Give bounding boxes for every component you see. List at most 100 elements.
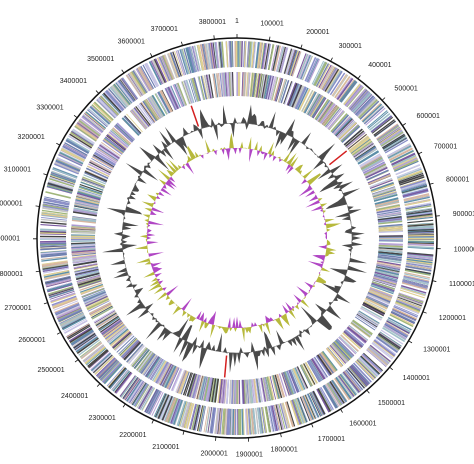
gene-stripe xyxy=(404,269,431,276)
gene-stripe xyxy=(272,45,280,72)
gene-stripe xyxy=(98,315,119,330)
gene-stripe xyxy=(333,341,351,360)
tick-mark xyxy=(73,114,78,119)
gene-stripe xyxy=(370,284,394,295)
gene-stripe xyxy=(373,276,397,285)
gene-stripe xyxy=(319,352,336,373)
gene-stripe xyxy=(401,185,428,195)
gene-stripe xyxy=(328,381,344,405)
gene-stripe xyxy=(215,42,220,69)
gene-stripe xyxy=(347,133,367,150)
gene-stripe xyxy=(85,167,109,180)
gene-stripe xyxy=(164,88,176,111)
gene-stripe xyxy=(47,181,74,191)
gene-stripe xyxy=(148,97,162,119)
gene-stripe xyxy=(80,284,104,295)
gene-stripe xyxy=(378,242,403,245)
gene-stripe xyxy=(112,127,132,145)
tick-mark xyxy=(74,359,79,363)
gene-stripe xyxy=(129,72,145,95)
gene-stripe xyxy=(276,374,285,398)
gene-stripe xyxy=(181,402,190,428)
gene-stripe xyxy=(62,145,87,159)
gene-stripe xyxy=(109,86,128,108)
gene-stripe xyxy=(175,369,185,393)
gene-stripe xyxy=(350,90,368,111)
gene-stripe xyxy=(164,365,177,388)
gene-stripe xyxy=(68,326,92,342)
gene-stripe xyxy=(405,205,432,211)
gene-stripe xyxy=(79,185,103,195)
tick-label: 3600001 xyxy=(118,38,145,45)
gene-stripe xyxy=(41,216,67,221)
gene-stripe xyxy=(358,99,378,119)
gene-stripe xyxy=(61,314,85,328)
gene-stripe xyxy=(375,201,400,209)
gene-stripe xyxy=(367,292,391,303)
gene-stripe xyxy=(89,160,112,173)
gene-stripe xyxy=(373,194,398,202)
gene-stripe xyxy=(378,231,403,233)
gene-stripe xyxy=(192,45,200,72)
tick-label: 1 xyxy=(235,18,239,25)
gene-stripe xyxy=(298,88,310,111)
gene-stripe xyxy=(130,381,146,405)
gene-stripe xyxy=(103,363,123,385)
gene-stripe xyxy=(296,398,307,423)
gene-stripe xyxy=(281,402,290,429)
gene-stripe xyxy=(395,301,421,313)
gene-stripe xyxy=(344,84,362,106)
gene-stripe xyxy=(251,41,255,68)
gene-stripe xyxy=(279,403,288,429)
gene-stripe xyxy=(387,145,412,159)
gene-stripe xyxy=(322,350,338,371)
gene-stripe xyxy=(338,336,357,355)
gene-stripe xyxy=(97,146,119,161)
gene-stripe xyxy=(326,347,343,367)
tick-label: 2200001 xyxy=(119,432,146,439)
gene-stripe xyxy=(349,89,368,110)
gene-stripe xyxy=(46,185,73,194)
gene-stripe xyxy=(98,359,119,380)
gene-stripe xyxy=(407,241,434,244)
gene-stripe xyxy=(148,390,162,415)
gene-stripe xyxy=(339,80,357,102)
gene-stripe xyxy=(335,77,353,100)
gene-stripe xyxy=(200,44,207,71)
gene-stripe xyxy=(356,147,378,162)
gene-stripe xyxy=(352,93,372,114)
gene-stripe xyxy=(208,74,214,99)
gene-stripe xyxy=(329,381,345,404)
gene-stripe xyxy=(254,42,260,69)
gene-stripe xyxy=(278,79,287,103)
tick-label: 2400001 xyxy=(61,393,88,400)
gene-stripe xyxy=(265,406,271,433)
gene-stripe xyxy=(216,73,221,98)
tick-mark xyxy=(408,340,413,344)
gene-stripe xyxy=(96,357,117,378)
gene-stripe xyxy=(243,41,247,68)
gene-stripe xyxy=(112,332,132,349)
gene-stripe xyxy=(163,365,176,388)
gene-stripe xyxy=(75,200,99,207)
gene-stripe xyxy=(109,368,128,389)
rna-marker xyxy=(223,355,228,378)
gene-stripe xyxy=(92,155,114,169)
gene-stripe xyxy=(191,46,199,72)
gene-stripe xyxy=(327,71,343,94)
gene-stripe xyxy=(242,379,245,404)
gene-stripe xyxy=(343,330,363,348)
gene-stripe xyxy=(73,207,98,214)
gene-stripe xyxy=(118,80,135,102)
gene-stripe xyxy=(289,400,299,426)
gene-stripe xyxy=(87,348,108,367)
tick-mark xyxy=(300,44,303,49)
gene-stripe xyxy=(189,46,197,73)
gene-stripe xyxy=(40,253,67,258)
gene-stripe xyxy=(231,72,233,97)
gene-stripe xyxy=(69,327,93,343)
gene-stripe xyxy=(403,191,429,199)
gene-stripe xyxy=(405,202,431,209)
gene-stripe xyxy=(299,54,311,80)
gene-stripe xyxy=(93,152,116,167)
